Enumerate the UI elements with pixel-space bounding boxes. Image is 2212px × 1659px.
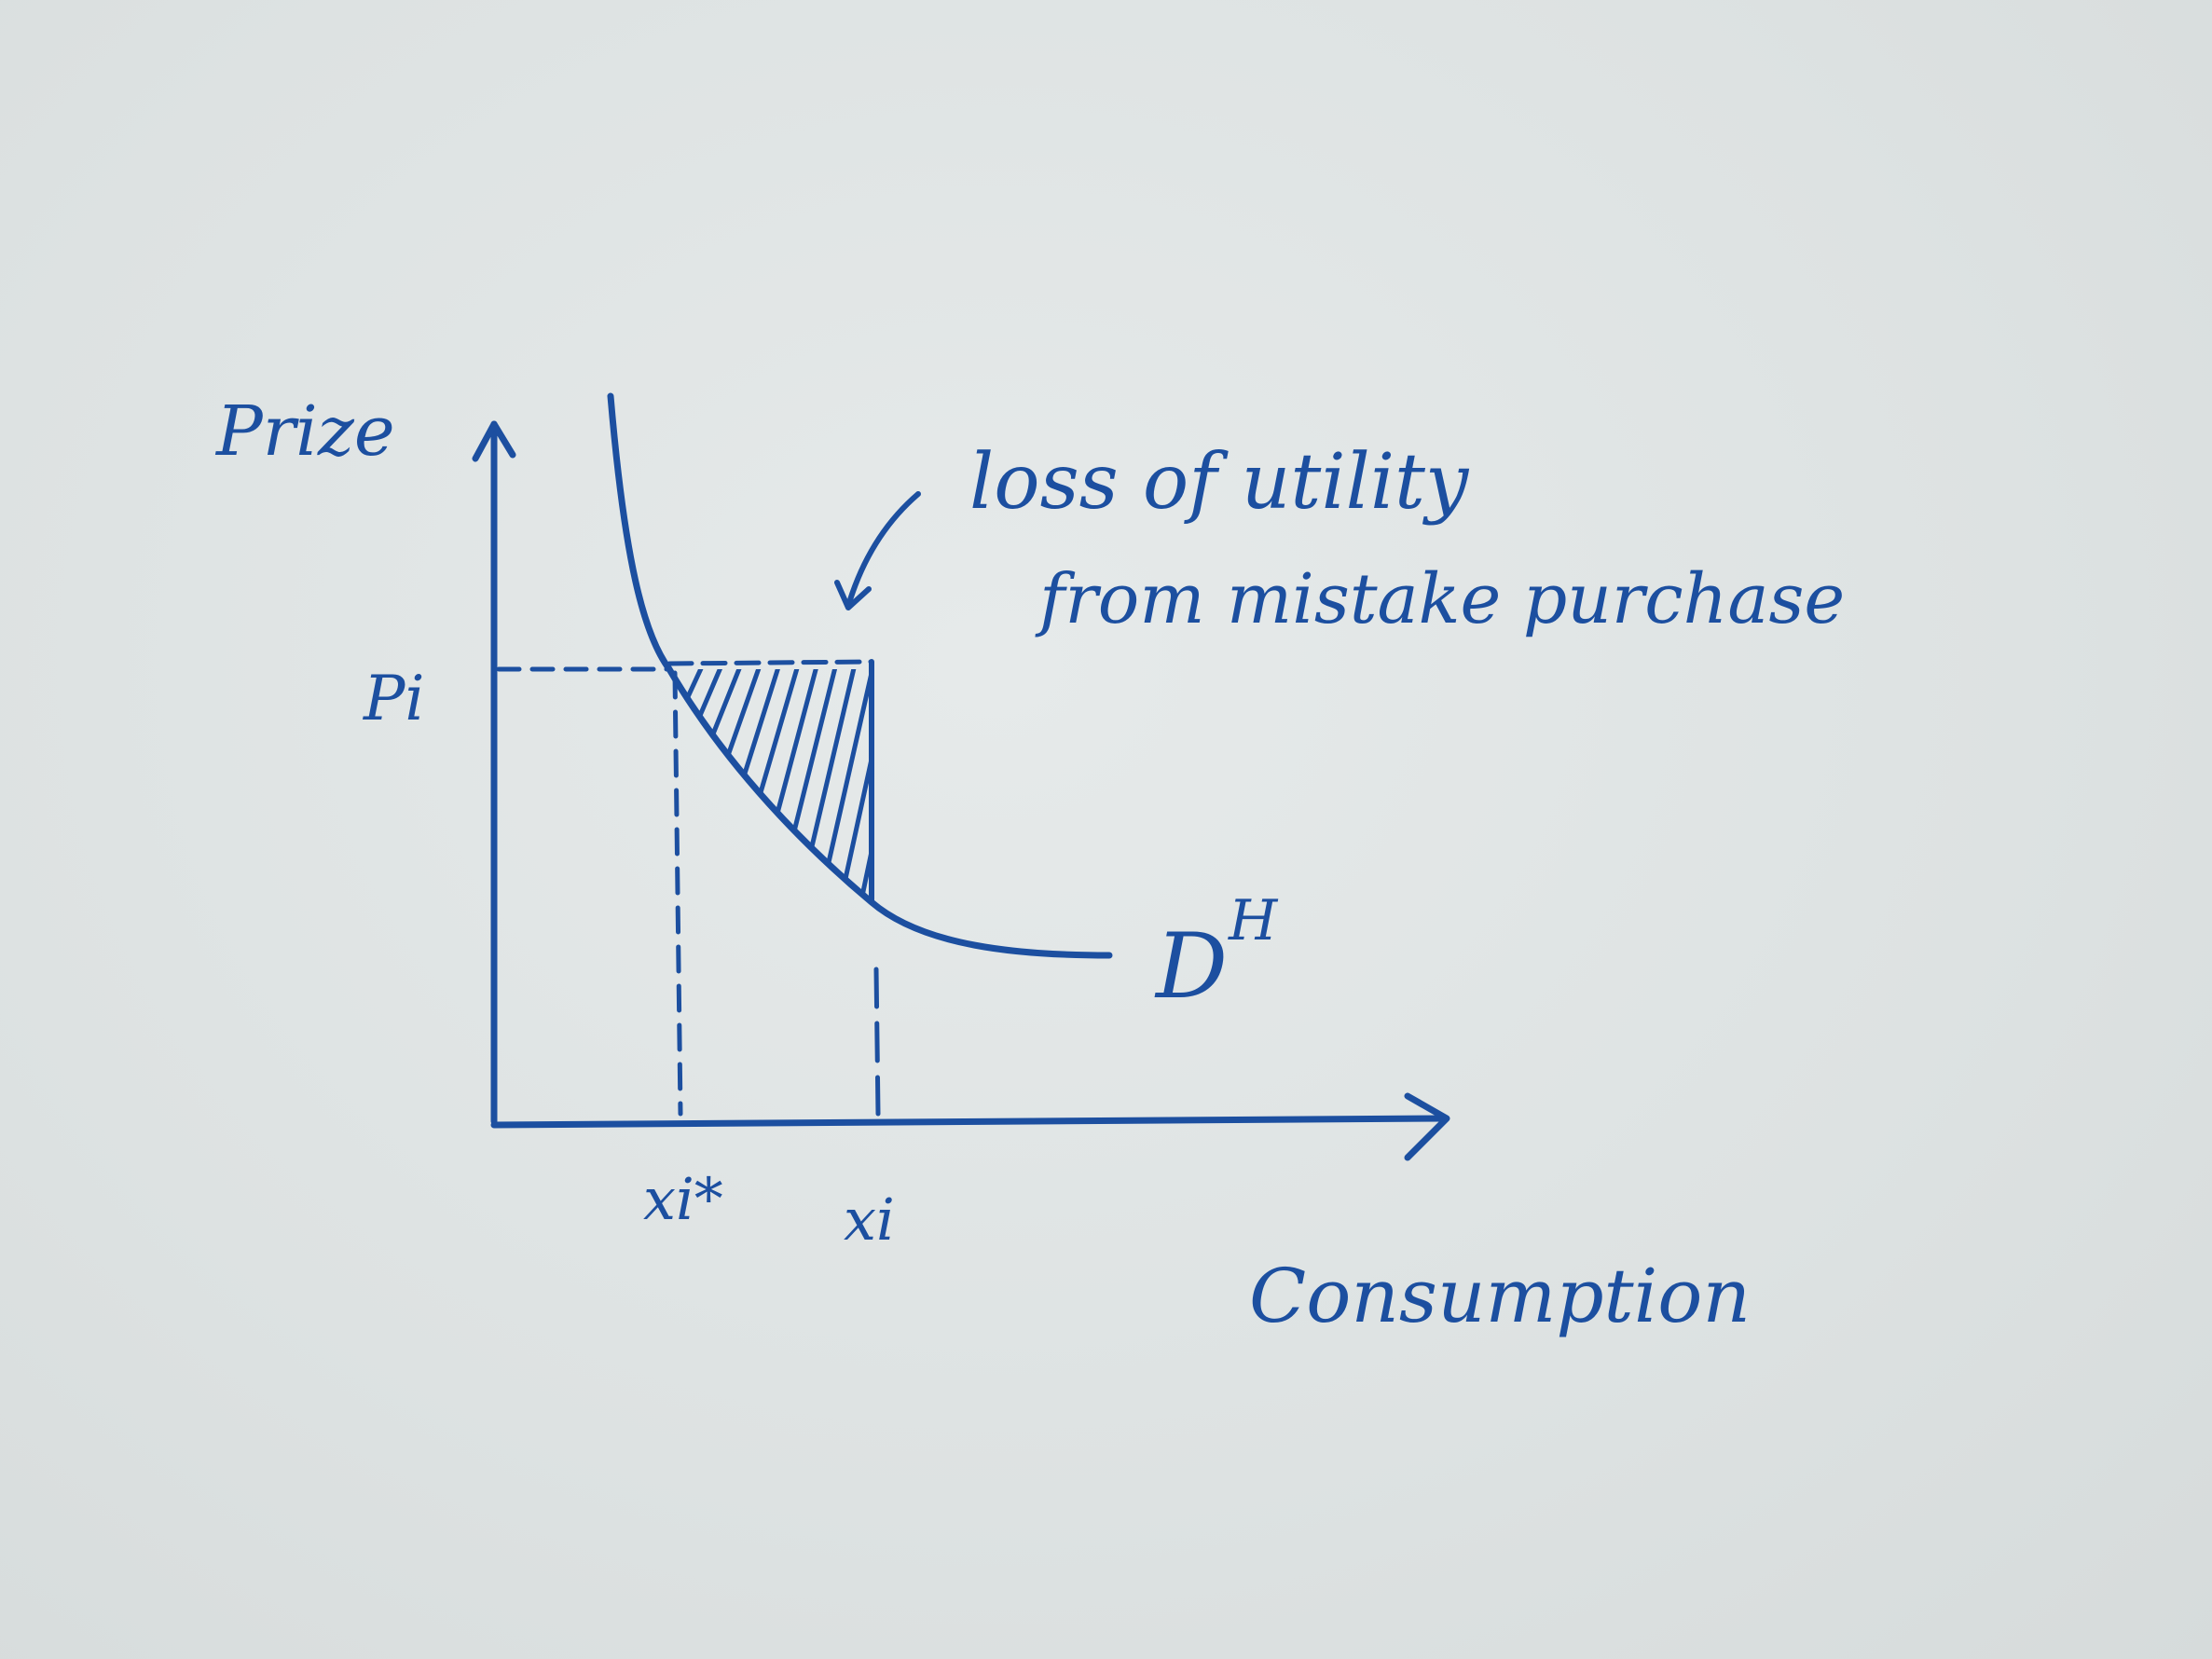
x-i-dashed-line <box>873 967 881 1117</box>
utility-loss-annotation: loss of utility from mistake purchase <box>969 438 1845 639</box>
x-i-label: xi <box>844 1186 895 1254</box>
demand-curve-label-superscript: H <box>1228 888 1279 953</box>
shaded-top-edge <box>666 659 874 666</box>
x-axis <box>490 1092 1450 1161</box>
x-star-dashed-line <box>672 670 683 1117</box>
annotation-arrow <box>834 491 921 610</box>
demand-curve <box>607 392 1113 959</box>
price-label: Pi <box>363 663 425 734</box>
annotation-line-2: from mistake purchase <box>1035 559 1845 639</box>
demand-curve-label: D H <box>1154 888 1279 1019</box>
x-star-label: xi* <box>643 1165 723 1233</box>
demand-curve-label-base: D <box>1154 914 1228 1019</box>
annotation-line-1: loss of utility <box>969 438 1470 527</box>
y-axis-label: Prize <box>214 391 395 472</box>
x-axis-label: Consumption <box>1249 1253 1751 1339</box>
y-axis <box>472 420 516 1125</box>
